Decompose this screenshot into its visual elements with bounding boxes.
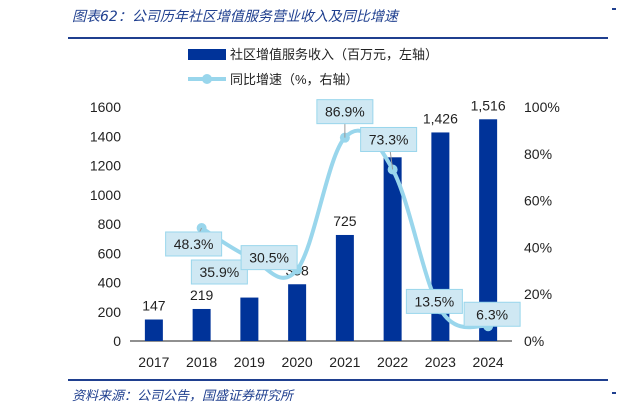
right-tick-label: 80% bbox=[524, 146, 552, 162]
x-tick-label: 2019 bbox=[234, 354, 265, 370]
legend-line-marker bbox=[202, 74, 212, 84]
source-rule bbox=[68, 379, 608, 381]
bar bbox=[383, 157, 402, 341]
right-tick-label: 40% bbox=[524, 239, 552, 255]
legend-bar-swatch bbox=[188, 49, 226, 60]
left-tick-label: 1400 bbox=[90, 128, 121, 144]
left-tick-label: 0 bbox=[113, 333, 121, 349]
right-tick-label: 0% bbox=[524, 333, 544, 349]
line-label-box bbox=[165, 231, 223, 257]
line-label-box bbox=[405, 288, 463, 314]
x-tick-label: 2023 bbox=[425, 354, 456, 370]
revenue-growth-chart: 社区增值服务收入（百万元，左轴） 同比增速（%，右轴） 0 200 400 600 800… bbox=[90, 47, 560, 370]
legend-line-label: 同比增速（%，右轴） bbox=[230, 72, 359, 87]
bar-data-label: 219 bbox=[190, 287, 214, 303]
bar bbox=[431, 132, 450, 341]
right-tick-label: 100% bbox=[524, 99, 560, 115]
left-tick-label: 1600 bbox=[90, 99, 121, 115]
left-tick-label: 600 bbox=[98, 245, 122, 261]
figure-source: 资料来源：公司公告，国盛证券研究所 bbox=[72, 389, 294, 404]
x-axis: 2017 2018 2019 2020 2021 2022 2023 2024 bbox=[130, 340, 512, 370]
line-label-box bbox=[316, 99, 374, 125]
x-tick-label: 2024 bbox=[473, 354, 504, 370]
line-data-label: 86.9% bbox=[325, 104, 365, 120]
edge-mark bbox=[612, 392, 616, 394]
line-data-label: 13.5% bbox=[415, 293, 455, 309]
bar-data-label: 1,516 bbox=[471, 97, 506, 113]
legend-bar-label: 社区增值服务收入（百万元，左轴） bbox=[230, 47, 438, 62]
right-tick-label: 60% bbox=[524, 193, 552, 209]
line-data-label: 48.3% bbox=[174, 236, 214, 252]
figure-title: 图表62：公司历年社区增值服务营业收入及同比增速 bbox=[72, 9, 398, 25]
left-axis: 0 200 400 600 800 1000 1200 1400 1600 bbox=[90, 99, 121, 349]
line-label-box bbox=[360, 126, 418, 152]
bar-data-label: 147 bbox=[142, 298, 166, 314]
right-axis: 0% 20% 40% 60% 80% 100% bbox=[524, 99, 560, 349]
x-tick-label: 2021 bbox=[329, 354, 360, 370]
x-tick-label: 2022 bbox=[377, 354, 408, 370]
line-label-box bbox=[190, 259, 248, 285]
line-labels: 48.3% 35.9% 30.5% 86.9%73.3% 13.5% 6.3% bbox=[165, 99, 521, 327]
bar-series bbox=[144, 119, 498, 341]
bar bbox=[144, 319, 163, 341]
x-tick-label: 2020 bbox=[282, 354, 313, 370]
bar bbox=[335, 234, 354, 341]
line-data-label: 35.9% bbox=[200, 264, 240, 280]
right-tick-label: 20% bbox=[524, 286, 552, 302]
bar bbox=[288, 284, 307, 341]
chart-legend: 社区增值服务收入（百万元，左轴） 同比增速（%，右轴） bbox=[188, 47, 438, 87]
bar bbox=[479, 119, 498, 341]
line-label-box bbox=[463, 301, 521, 327]
line-data-label: 73.3% bbox=[369, 131, 409, 147]
bar bbox=[240, 297, 259, 341]
left-tick-label: 200 bbox=[98, 304, 122, 320]
left-tick-label: 800 bbox=[98, 216, 122, 232]
bar-data-label: 1,426 bbox=[423, 110, 458, 126]
x-tick-label: 2017 bbox=[138, 354, 169, 370]
left-tick-label: 1000 bbox=[90, 187, 121, 203]
bar bbox=[192, 308, 211, 341]
edge-mark bbox=[612, 8, 616, 10]
left-tick-label: 1200 bbox=[90, 158, 121, 174]
left-tick-label: 400 bbox=[98, 275, 122, 291]
line-label-box bbox=[240, 245, 298, 271]
x-tick-label: 2018 bbox=[186, 354, 217, 370]
bar-data-label: 725 bbox=[333, 213, 357, 229]
line-data-label: 6.3% bbox=[476, 306, 508, 322]
title-rule bbox=[68, 37, 608, 39]
line-data-label: 30.5% bbox=[249, 250, 289, 266]
